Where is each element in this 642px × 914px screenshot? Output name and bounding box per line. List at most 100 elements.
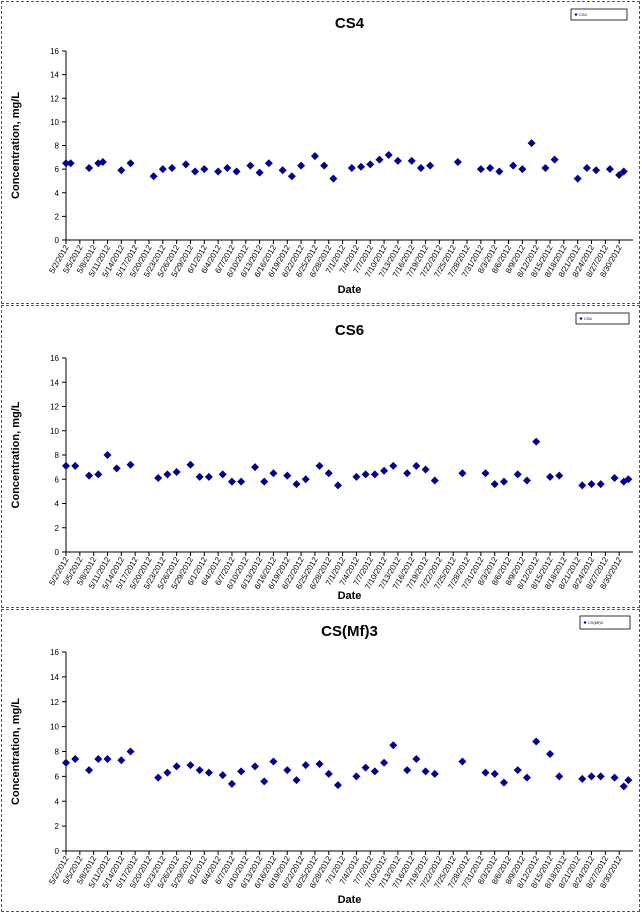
chart-title: CS(Mf)3 — [321, 623, 378, 640]
data-point — [117, 756, 126, 765]
data-point — [596, 480, 605, 489]
data-point — [126, 747, 135, 756]
data-point — [509, 161, 518, 170]
data-point — [546, 749, 555, 758]
data-point — [260, 777, 269, 786]
data-point — [310, 152, 319, 161]
data-point — [195, 472, 204, 481]
data-point — [324, 469, 333, 478]
y-tick-label: 12 — [50, 94, 59, 103]
data-point — [172, 762, 181, 771]
data-point — [163, 470, 172, 479]
data-point — [66, 159, 75, 168]
data-point — [453, 158, 462, 167]
data-point — [191, 167, 200, 176]
data-point — [370, 470, 379, 479]
data-point — [518, 165, 527, 174]
data-point — [278, 166, 287, 175]
data-point — [393, 156, 402, 165]
data-point — [186, 761, 195, 770]
legend-marker — [574, 13, 578, 16]
data-point — [218, 771, 227, 780]
data-point — [550, 155, 559, 164]
chart-title: CS4 — [335, 15, 365, 32]
data-point — [126, 159, 135, 168]
data-point — [610, 773, 619, 782]
data-point — [204, 768, 213, 777]
y-tick-label: 16 — [50, 47, 59, 56]
data-point — [499, 778, 508, 787]
x-axis-title: Date — [338, 284, 362, 296]
data-point — [605, 165, 614, 174]
chart-panel-cs6: CS6 CS6 0 2 4 6 8 10 12 14 16 5/2/2012 5/5/2012 5/8/2… — [1, 305, 640, 608]
data-point — [587, 480, 596, 489]
y-tick-label: 14 — [50, 673, 59, 682]
data-point — [421, 465, 430, 474]
data-point — [297, 161, 306, 170]
y-tick-label: 14 — [50, 71, 59, 80]
data-point — [154, 773, 163, 782]
data-point — [149, 172, 158, 181]
data-point — [407, 156, 416, 165]
y-tick-label: 0 — [55, 236, 60, 245]
data-point — [490, 480, 499, 489]
data-point — [495, 167, 504, 176]
legend-label: CS4 — [579, 12, 588, 17]
data-point — [532, 737, 541, 746]
data-point — [430, 769, 439, 778]
data-point — [85, 471, 94, 480]
data-point — [301, 475, 310, 484]
y-axis-title: Concentration, mg/L — [10, 401, 22, 508]
data-point — [476, 165, 485, 174]
data-point — [361, 763, 370, 772]
data-point — [527, 139, 536, 148]
data-point — [426, 161, 435, 170]
data-point — [237, 767, 246, 776]
data-point — [98, 158, 107, 167]
chart-csmf3: CS(Mf)3CS(Mf)302468101214165/2/20125/5/2… — [10, 615, 633, 906]
data-point — [596, 772, 605, 781]
data-point — [587, 772, 596, 781]
data-point — [333, 481, 342, 490]
data-point — [232, 167, 241, 176]
y-tick-label: 4 — [55, 797, 60, 806]
y-tick-label: 12 — [50, 403, 59, 412]
y-tick-label: 0 — [55, 847, 60, 856]
data-point — [403, 766, 412, 775]
data-point — [103, 451, 112, 459]
x-axis-title: Date — [338, 590, 362, 602]
data-point — [315, 759, 324, 768]
data-point — [158, 165, 167, 174]
data-point — [352, 772, 361, 781]
y-tick-label: 6 — [55, 772, 60, 781]
y-tick-label: 0 — [55, 548, 60, 557]
data-point — [246, 161, 255, 170]
data-point — [269, 757, 278, 766]
y-tick-label: 10 — [50, 118, 59, 127]
data-point — [615, 171, 624, 180]
data-point — [619, 782, 628, 791]
y-tick-label: 14 — [50, 378, 59, 387]
data-point — [94, 754, 103, 763]
data-point — [522, 476, 531, 485]
data-point — [486, 163, 495, 172]
data-point — [71, 461, 80, 470]
data-point — [329, 174, 338, 183]
data-point — [361, 470, 370, 479]
data-point — [168, 163, 177, 172]
data-point — [204, 472, 213, 481]
legend-label: CS6 — [584, 316, 593, 321]
chart-panel-csmf3: CS(Mf)3 CS(Mf)3 0 2 4 6 8 10 12 14 16 5/2/2012 5/5/2… — [1, 609, 640, 912]
data-point — [237, 477, 246, 486]
data-point — [532, 437, 541, 446]
data-point — [260, 477, 269, 486]
data-point — [85, 766, 94, 775]
data-point — [412, 754, 421, 763]
data-point — [62, 758, 70, 767]
data-point — [624, 475, 633, 484]
data-point — [269, 469, 278, 478]
data-point — [62, 159, 70, 168]
data-point — [320, 161, 329, 170]
data-point — [416, 163, 425, 172]
data-point — [380, 466, 389, 475]
